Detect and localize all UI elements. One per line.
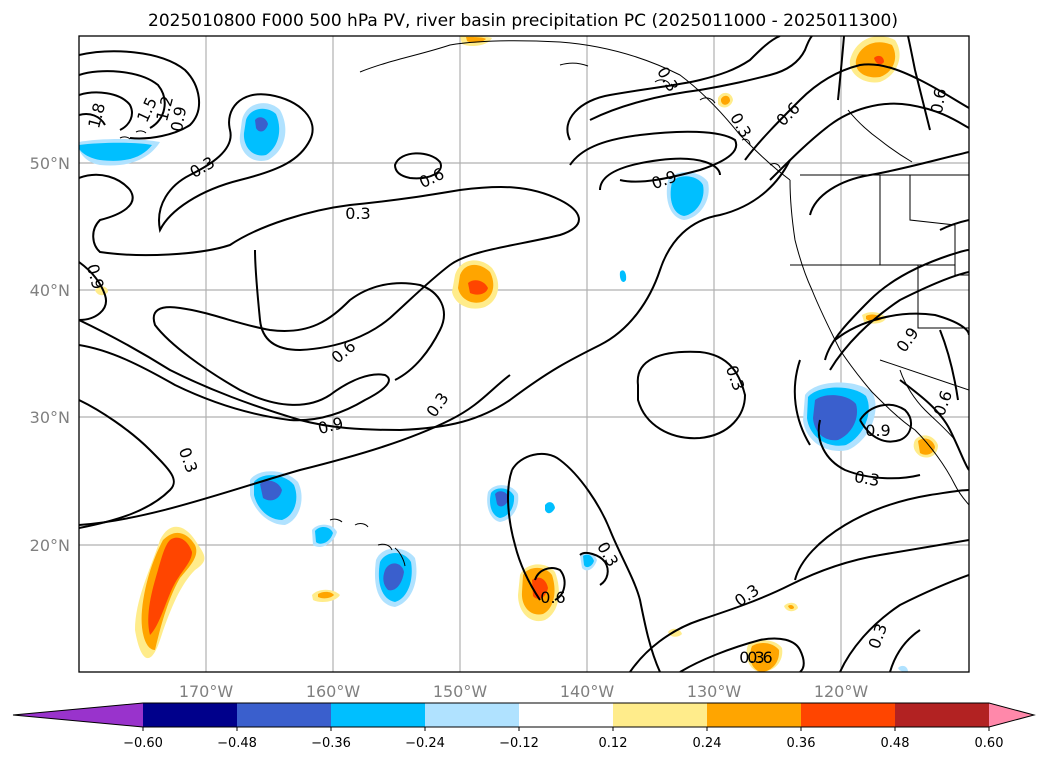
contour-label: 0.3: [345, 204, 370, 223]
lon-tick-label: 170°W: [179, 682, 234, 701]
colorbar-swatch: [143, 703, 238, 727]
map-area: 1.8 1.5 1.2 0.9 0.3 0.6 0.3 0.9 0.6 0.6 …: [79, 36, 969, 672]
precip-shading: [79, 36, 938, 672]
colorbar-tick-label: −0.48: [217, 736, 257, 751]
map-frame: [78, 35, 970, 673]
pv-contours: [79, 36, 969, 672]
contour-label: 0.6: [747, 648, 772, 667]
colorbar-tick-label: −0.60: [123, 736, 163, 751]
lon-tick-label: 120°W: [814, 682, 869, 701]
colorbar-swatch: [425, 703, 520, 727]
contour-label: 0.6: [927, 87, 950, 115]
colorbar: −0.60 −0.48 −0.36 −0.24 −0.12 0.12 0.24 0.36 0.4…: [12, 702, 1036, 751]
chart-title: 2025010800 F000 500 hPa PV, river basin …: [148, 11, 898, 31]
lat-tick-label: 20°N: [30, 536, 70, 555]
lon-tick-label: 160°W: [306, 682, 361, 701]
colorbar-extend-high: [989, 703, 1034, 727]
colorbar-swatch: [707, 703, 802, 727]
colorbar-tick-label: 0.48: [881, 736, 910, 751]
lon-tick-label: 130°W: [687, 682, 742, 701]
lon-tick-label: 140°W: [560, 682, 615, 701]
colorbar-swatch: [801, 703, 896, 727]
colorbar-swatch: [895, 703, 990, 727]
contour-label: 0.3: [853, 467, 881, 490]
colorbar-tick-label: −0.36: [311, 736, 351, 751]
colorbar-swatch: [331, 703, 426, 727]
lat-tick-label: 40°N: [30, 281, 70, 300]
contour-label: 0.9: [167, 105, 190, 133]
contour-label: 0.9: [865, 421, 890, 440]
lat-tick-label: 50°N: [30, 154, 70, 173]
colorbar-tick-label: 0.60: [975, 736, 1004, 751]
colorbar-tick-label: 0.36: [787, 736, 816, 751]
colorbar-swatch: [237, 703, 332, 727]
lon-tick-label: 150°W: [433, 682, 488, 701]
colorbar-swatch: [613, 703, 708, 727]
colorbar-extend-low: [13, 703, 143, 727]
contour-label: 0.3: [739, 648, 764, 667]
colorbar-tick-label: 0.12: [599, 736, 628, 751]
lat-tick-label: 30°N: [30, 408, 70, 427]
contour-label: 0.6: [540, 588, 565, 607]
colorbar-swatch: [519, 703, 614, 727]
lon-tick-labels: 170°W 160°W 150°W 140°W 130°W 120°W: [179, 682, 869, 701]
lat-tick-labels: 50°N 40°N 30°N 20°N: [30, 154, 70, 555]
colorbar-tick-label: 0.24: [693, 736, 722, 751]
colorbar-tick-label: −0.24: [405, 736, 445, 751]
colorbar-tick-label: −0.12: [499, 736, 539, 751]
